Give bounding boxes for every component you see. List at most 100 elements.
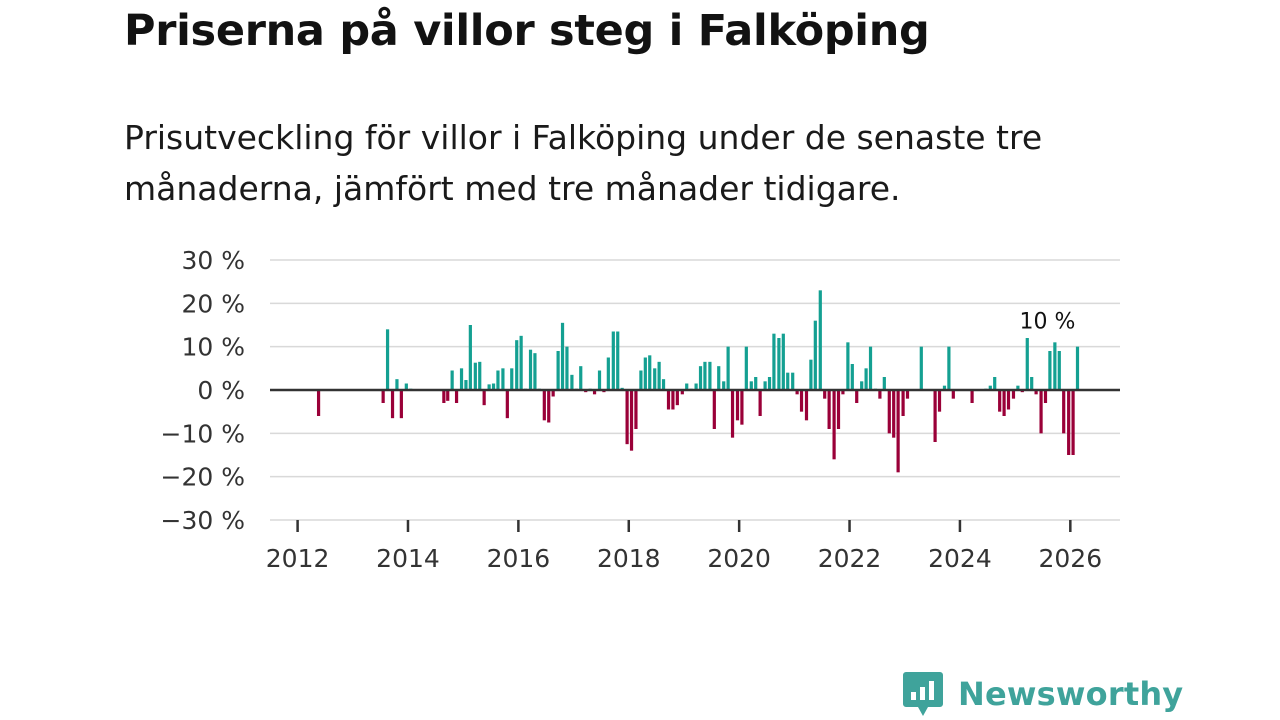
- bar-positive: [468, 325, 472, 390]
- bar-positive: [698, 366, 703, 390]
- bar-positive: [1016, 385, 1020, 390]
- bar-negative: [675, 390, 679, 406]
- chart-title: Priserna på villor steg i Falköping: [124, 6, 930, 56]
- bar-positive: [661, 379, 666, 390]
- bar-positive: [385, 329, 390, 390]
- bar-negative: [951, 390, 955, 399]
- bar-negative: [1002, 390, 1006, 416]
- bar-positive: [708, 361, 712, 390]
- bar-positive: [395, 379, 399, 390]
- bar-negative: [316, 390, 321, 416]
- bar-negative: [836, 390, 841, 429]
- bar-negative: [1062, 390, 1066, 434]
- bar-positive: [1053, 342, 1057, 390]
- bar-negative: [505, 390, 509, 419]
- bar-positive: [864, 368, 868, 390]
- bar-negative: [758, 390, 762, 416]
- bar-positive: [510, 368, 514, 390]
- bar-negative: [671, 390, 675, 410]
- bar-positive: [404, 383, 408, 390]
- bar-negative: [666, 390, 671, 410]
- bar-positive: [1057, 351, 1061, 390]
- bar-positive: [560, 322, 565, 390]
- bars-layer: [316, 290, 1080, 473]
- bar-negative: [1034, 390, 1038, 395]
- bar-negative: [855, 390, 859, 403]
- bar-positive: [496, 370, 500, 390]
- x-tick-label: 2024: [928, 544, 992, 573]
- bar-negative: [1039, 390, 1043, 434]
- bar-negative: [381, 390, 385, 403]
- bar-positive: [556, 351, 560, 390]
- bar-positive: [653, 368, 657, 390]
- labels-layer: 30 % 20 % 10 % 0 % −10 % −20 % −30 % 2012 2014 20…: [161, 246, 1103, 573]
- bar-negative: [634, 390, 638, 429]
- bar-negative: [887, 390, 891, 434]
- bar-positive: [882, 377, 886, 390]
- bar-negative: [998, 390, 1002, 412]
- bar-positive: [813, 320, 817, 390]
- bar-negative: [712, 390, 716, 429]
- bar-positive: [694, 383, 698, 390]
- bar-positive: [616, 331, 620, 390]
- newsworthy-logo-icon: [903, 672, 943, 716]
- bar-positive: [772, 333, 776, 390]
- bar-positive: [579, 366, 583, 390]
- bar-negative: [905, 390, 910, 399]
- x-tick-label: 2012: [266, 544, 330, 573]
- bar-positive: [473, 362, 477, 390]
- bar-positive: [606, 357, 610, 390]
- bar-negative: [592, 390, 597, 395]
- bar-negative: [740, 390, 744, 425]
- x-tick-label: 2014: [376, 544, 440, 573]
- bar-negative: [454, 390, 459, 403]
- bar-positive: [846, 342, 850, 390]
- bar-negative: [1067, 390, 1071, 455]
- bar-positive: [722, 381, 726, 390]
- bar-positive: [763, 381, 767, 390]
- bar-positive: [818, 290, 822, 390]
- y-tick-label: 10 %: [181, 333, 245, 362]
- bar-negative: [629, 390, 634, 451]
- bar-negative: [795, 390, 799, 395]
- bar-positive: [868, 346, 873, 390]
- bar-positive: [565, 346, 569, 390]
- bar-negative: [1011, 390, 1016, 399]
- bar-negative: [735, 390, 740, 421]
- bar-positive: [1025, 338, 1029, 390]
- bar-positive: [942, 385, 947, 390]
- bar-positive: [988, 385, 992, 390]
- bar-positive: [515, 340, 519, 390]
- bar-negative: [841, 390, 845, 395]
- bar-positive: [464, 380, 468, 390]
- bar-negative: [896, 390, 900, 473]
- bar-positive: [648, 355, 652, 390]
- bar-positive: [717, 366, 721, 390]
- bar-positive: [726, 346, 730, 390]
- y-tick-label: −10 %: [161, 419, 245, 448]
- bar-positive: [611, 331, 615, 390]
- last-value-label: 10 %: [1020, 310, 1076, 335]
- bar-positive: [777, 338, 781, 390]
- bar-negative: [937, 390, 942, 412]
- bar-negative: [390, 390, 395, 419]
- y-tick-label: −30 %: [161, 506, 245, 535]
- bar-negative: [799, 390, 804, 412]
- brand-name: Newsworthy: [958, 675, 1184, 713]
- bar-negative: [823, 390, 827, 399]
- bar-positive: [597, 370, 602, 390]
- bar-positive: [850, 364, 854, 390]
- chart-subtitle: Prisutveckling för villor i Falköping un…: [124, 118, 1043, 208]
- bar-positive: [639, 370, 643, 390]
- bar-negative: [446, 390, 450, 401]
- x-tick-label: 2026: [1039, 544, 1103, 573]
- bar-positive: [519, 335, 523, 390]
- bar-negative: [442, 390, 446, 403]
- bar-negative: [832, 390, 836, 460]
- y-tick-label: 0 %: [197, 376, 245, 405]
- bar-negative: [730, 390, 735, 438]
- bar-positive: [744, 346, 748, 390]
- bar-positive: [919, 346, 923, 390]
- y-tick-label: −20 %: [161, 463, 245, 492]
- bar-positive: [767, 377, 772, 390]
